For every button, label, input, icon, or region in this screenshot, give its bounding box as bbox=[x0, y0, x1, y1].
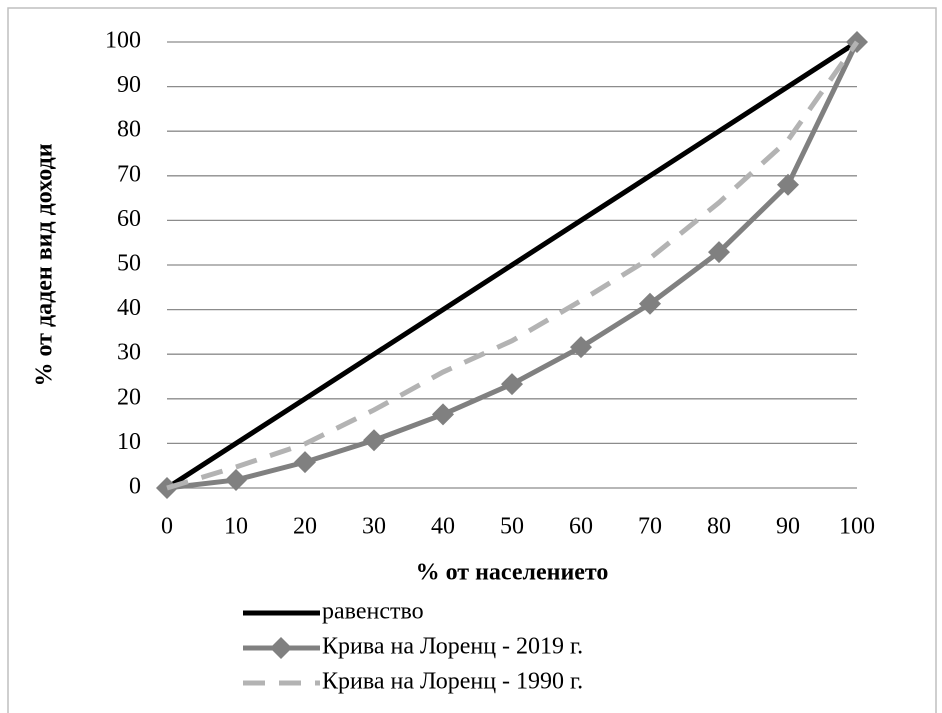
y-tick-label: 50 bbox=[117, 251, 141, 277]
y-tick-label: 20 bbox=[117, 384, 141, 410]
x-tick-label: 30 bbox=[362, 514, 386, 540]
marker bbox=[708, 241, 730, 264]
legend-label: Крива на Лоренц - 2019 г. bbox=[322, 634, 583, 660]
legend-label: Крива на Лоренц - 1990 г. bbox=[322, 669, 583, 695]
x-axis-label: % от населението bbox=[416, 560, 609, 586]
x-tick-label: 40 bbox=[431, 514, 455, 540]
x-tick-label: 100 bbox=[839, 514, 875, 540]
marker bbox=[294, 451, 316, 474]
marker bbox=[777, 173, 799, 196]
y-tick-label: 30 bbox=[117, 340, 141, 366]
plot bbox=[156, 31, 868, 499]
y-tick-label: 70 bbox=[117, 161, 141, 187]
x-tick-label: 60 bbox=[569, 514, 593, 540]
chart-frame bbox=[7, 7, 937, 713]
series-line bbox=[165, 39, 859, 491]
y-tick-label: 40 bbox=[117, 295, 141, 321]
marker bbox=[225, 468, 247, 491]
y-tick-label: 100 bbox=[105, 28, 141, 54]
y-tick-label: 10 bbox=[117, 429, 141, 455]
x-tick-label: 20 bbox=[293, 514, 317, 540]
legend: равенство Крива на Лоренц - 2019 г. Крива … bbox=[243, 599, 583, 695]
x-tick-label: 90 bbox=[776, 514, 800, 540]
marker bbox=[432, 403, 454, 426]
marker bbox=[639, 292, 661, 315]
grid: 0 10 20 30 40 50 60 70 80 90 100 0 10 20 30 40 50 60 70 80 9… bbox=[105, 28, 875, 540]
x-tick-label: 10 bbox=[224, 514, 248, 540]
x-tick-label: 80 bbox=[707, 514, 731, 540]
series-line bbox=[166, 40, 860, 491]
y-tick-label: 80 bbox=[117, 117, 141, 143]
y-axis-label: % от даден вид доходи bbox=[32, 143, 58, 386]
x-tick-label: 50 bbox=[500, 514, 524, 540]
x-tick-label: 0 bbox=[161, 514, 173, 540]
y-tick-label: 0 bbox=[129, 474, 141, 500]
y-tick-label: 90 bbox=[117, 72, 141, 98]
legend-marker bbox=[270, 637, 292, 659]
marker bbox=[363, 429, 385, 452]
y-tick-label: 60 bbox=[117, 206, 141, 232]
marker bbox=[501, 373, 523, 396]
legend-label: равенство bbox=[322, 599, 424, 625]
marker bbox=[570, 336, 592, 359]
x-tick-label: 70 bbox=[638, 514, 662, 540]
